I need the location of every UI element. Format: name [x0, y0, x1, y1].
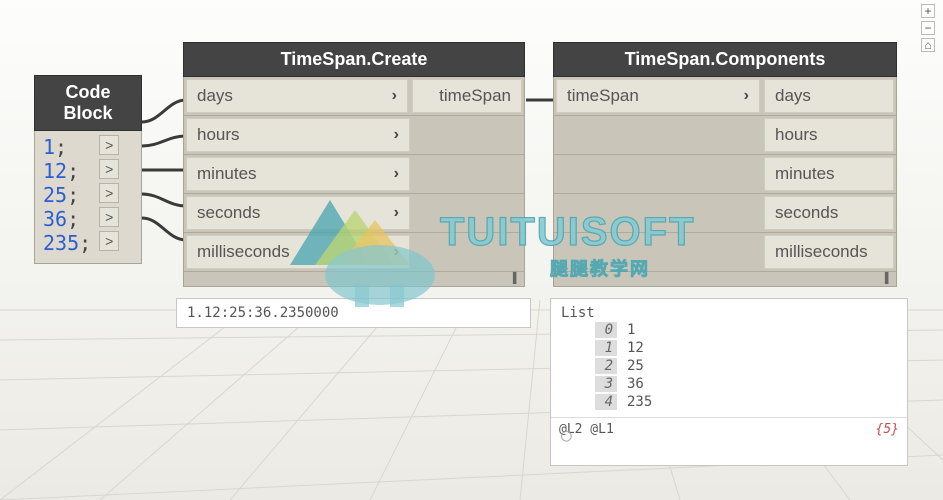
- list-header: List: [561, 305, 897, 321]
- list-item: 112: [561, 339, 897, 357]
- code-out-ports: > > > > >: [97, 131, 121, 263]
- out-port-hours[interactable]: hours: [764, 118, 894, 152]
- out-port-timespan[interactable]: timeSpan: [412, 79, 522, 113]
- preview-timespan-string: 1.12:25:36.2350000: [176, 298, 531, 328]
- code-line: 1;: [43, 135, 91, 159]
- in-port-minutes[interactable]: minutes›: [186, 157, 410, 191]
- node-body: days›timeSpanhours› minutes› seconds› milli…: [183, 77, 525, 287]
- out-port[interactable]: >: [99, 135, 119, 155]
- port-row: minutes›: [184, 155, 524, 194]
- resize-handle[interactable]: ▌: [513, 273, 520, 284]
- in-port-seconds[interactable]: seconds›: [186, 196, 410, 230]
- zoom-controls: + − ⌂: [921, 4, 937, 55]
- list-item: 01: [561, 321, 897, 339]
- node-header: Code Block: [34, 75, 142, 131]
- in-port-days[interactable]: days›: [186, 79, 408, 113]
- port-row: hours›: [184, 116, 524, 155]
- zoom-out-button[interactable]: −: [921, 21, 935, 35]
- out-port[interactable]: >: [99, 207, 119, 227]
- node-header: TimeSpan.Components: [553, 42, 897, 77]
- out-port-minutes[interactable]: minutes: [764, 157, 894, 191]
- port-row: hours: [554, 116, 896, 155]
- out-port-milliseconds[interactable]: milliseconds: [764, 235, 894, 269]
- out-port[interactable]: >: [99, 183, 119, 203]
- list-count: {5}: [876, 422, 899, 437]
- zoom-home-button[interactable]: ⌂: [921, 38, 935, 52]
- zoom-in-button[interactable]: +: [921, 4, 935, 18]
- node-body: timeSpan›dayshoursminutessecondsmillisec…: [553, 77, 897, 287]
- out-port-seconds[interactable]: seconds: [764, 196, 894, 230]
- out-port[interactable]: >: [99, 159, 119, 179]
- in-port-hours[interactable]: hours›: [186, 118, 410, 152]
- in-port-timespan[interactable]: timeSpan›: [556, 79, 760, 113]
- port-row: seconds›: [184, 194, 524, 233]
- list-item: 225: [561, 357, 897, 375]
- in-port-milliseconds[interactable]: milliseconds›: [186, 235, 410, 269]
- list-item: 4235: [561, 393, 897, 411]
- port-row: timeSpan›days: [554, 77, 896, 116]
- node-body: 1;12;25;36;235; > > > > >: [34, 131, 142, 264]
- code-line: 36;: [43, 207, 91, 231]
- port-row: minutes: [554, 155, 896, 194]
- node-timespan-components[interactable]: TimeSpan.Components timeSpan›dayshoursmi…: [553, 42, 897, 287]
- node-code-block[interactable]: Code Block 1;12;25;36;235; > > > > >: [34, 75, 142, 264]
- node-header: TimeSpan.Create: [183, 42, 525, 77]
- port-row: seconds: [554, 194, 896, 233]
- resize-handle[interactable]: ▌: [885, 273, 892, 284]
- expand-dot-icon[interactable]: ○: [561, 431, 572, 441]
- node-timespan-create[interactable]: TimeSpan.Create days›timeSpanhours› minut…: [183, 42, 525, 287]
- preview-text: 1.12:25:36.2350000: [177, 299, 530, 327]
- port-row: milliseconds›: [184, 233, 524, 272]
- port-row: milliseconds: [554, 233, 896, 272]
- code-line: 12;: [43, 159, 91, 183]
- list-item: 336: [561, 375, 897, 393]
- code-line: 25;: [43, 183, 91, 207]
- port-row: days›timeSpan: [184, 77, 524, 116]
- out-port-days[interactable]: days: [764, 79, 894, 113]
- out-port[interactable]: >: [99, 231, 119, 251]
- preview-components-list: List 011122253364235 ○ @L2 @L1 {5}: [550, 298, 908, 466]
- code-lines[interactable]: 1;12;25;36;235;: [35, 131, 97, 263]
- code-line: 235;: [43, 231, 91, 255]
